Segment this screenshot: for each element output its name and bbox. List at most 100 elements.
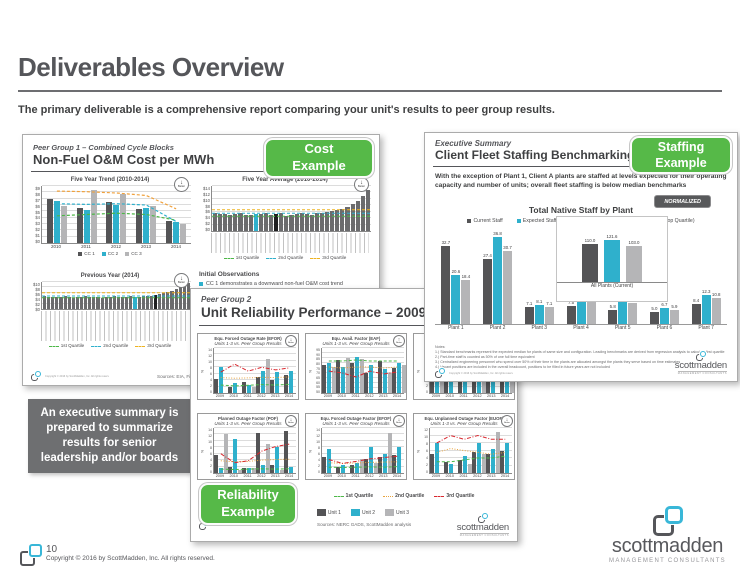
tick-label: 70 (316, 371, 320, 376)
x-tick-label: 2010 (50, 244, 61, 249)
bar (149, 295, 153, 309)
bar: 5.8 (608, 304, 618, 324)
brand-tagline: MANAGEMENT CONSULTANTS (609, 558, 726, 564)
tick-label: $4 (35, 215, 40, 221)
y-axis-label: % (308, 369, 313, 373)
x-tick-label: 2010 (445, 394, 454, 398)
bar (247, 384, 251, 393)
legend-label: 3rd Quartile (446, 493, 475, 499)
x-tick-label: 2012 (257, 394, 266, 398)
observation-item: CC 1 demonstrates a downward non-fuel O&… (199, 281, 371, 288)
chart-title: Five Year Trend (2010-2014) (70, 177, 150, 183)
bar (88, 297, 92, 309)
bar (383, 369, 387, 393)
page-number: 10 (46, 544, 58, 555)
bar (486, 454, 490, 473)
grid-line (42, 286, 191, 288)
bar (248, 215, 253, 231)
x-axis-spacer (199, 232, 211, 253)
legend-marker (316, 509, 326, 516)
better-arrow-icon: ↓ (397, 416, 401, 423)
bar (84, 296, 88, 309)
efof-chart: Equ. Forced Outage Factor (EFOF) Units 1-… (305, 413, 407, 480)
brand-tagline: MANAGEMENT CONSULTANTS (459, 532, 509, 537)
bar (136, 209, 143, 243)
bar (238, 213, 243, 231)
legend-item: 2nd Quartile (266, 255, 303, 260)
bar (76, 208, 83, 243)
bar-value-label: 32.7 (441, 240, 451, 246)
tick-label: 2 (426, 463, 428, 467)
bar (397, 447, 401, 473)
x-labels: 2010 2011 2012 2013 2014 (41, 244, 191, 249)
quartile-legend: 1st Quartile 2nd Quartile 3rd Quartile (299, 493, 509, 499)
plot-area (429, 427, 512, 474)
bar (180, 224, 187, 243)
x-tick-label: 2013 (379, 474, 388, 478)
tick-label: 8 (318, 446, 320, 450)
x-axis-spacer (308, 474, 321, 478)
tick-label: 8 (210, 446, 212, 450)
tick-label: $2 (35, 227, 40, 233)
better-indicator-icon: ↓ Better (174, 273, 189, 288)
bar (182, 285, 186, 309)
bar (96, 296, 100, 309)
x-axis: 2009 2010 2011 2012 2013 2014 (416, 474, 512, 478)
bar (53, 201, 60, 243)
bar (261, 370, 265, 393)
staffing-notes: Notes: 1.) Standard benchmarks represent… (435, 345, 731, 370)
x-axis-spacer (308, 394, 321, 398)
reliability-card-title: Unit Reliability Performance – 2009-2014 (199, 305, 509, 326)
note-line: 1.) Standard benchmarks represent the ex… (435, 349, 725, 354)
chart-title: Planned Outage Factor (POF) (218, 416, 278, 421)
bar (327, 363, 331, 393)
bar (430, 454, 434, 473)
bar (360, 458, 364, 473)
normalized-badge: NORMALIZED (654, 195, 711, 208)
chart-subtitle: Units 1-3 vs. Peer Group Results (214, 421, 282, 426)
badge-line: Example (292, 158, 346, 173)
grid-line (322, 352, 404, 354)
bar-group (350, 428, 364, 473)
bar: 10.8 (711, 292, 721, 324)
x-labels: 2009 2010 2011 2012 2013 2014 (321, 394, 404, 398)
scottmadden-logo: scottmadden MANAGEMENT CONSULTANTS (675, 350, 727, 375)
x-tick-label: 2014 (392, 474, 402, 478)
bar-value-label: 5.9 (671, 304, 678, 309)
bar-value-label: 7.5 (567, 300, 575, 306)
bar (325, 212, 330, 231)
mark-square-cyan (664, 506, 683, 524)
bar (113, 205, 120, 243)
chart-subtitle: Units 1-3 vs. Peer Group Results (322, 421, 390, 426)
better-indicator-icon: ↓ Better (174, 177, 189, 192)
x-tick-label: 2012 (473, 394, 482, 398)
bar (463, 375, 467, 393)
x-tick-label: 2009 (215, 474, 225, 478)
note-line: 3.) Centralized engineering personnel wh… (435, 359, 681, 364)
previous-year-chart: Previous Year (2014) ↓ Better $10 $8 $6 $4 $2 $0… (29, 273, 191, 348)
bar (289, 466, 293, 473)
bar (314, 213, 319, 231)
better-arrow-icon: ↓ (289, 336, 293, 343)
tick-label: $4 (35, 297, 40, 302)
bar (162, 293, 166, 309)
bar-group (42, 186, 72, 243)
bar (500, 450, 504, 473)
tick-label: $0 (205, 226, 210, 232)
bar (378, 456, 382, 473)
bar (59, 296, 63, 309)
tick-label: 6 (210, 372, 212, 376)
legend-marker (266, 257, 277, 259)
bar (143, 208, 150, 243)
bar (178, 287, 182, 309)
tick-label: 14 (316, 428, 320, 432)
staffing-card-footer: Copyright © 2016 by ScottMadden, Inc. Al… (435, 368, 729, 378)
tick-label: $6 (205, 209, 210, 215)
badge-line: Cost (304, 141, 334, 157)
bar (112, 296, 116, 309)
better-indicator-icon: ↑ Better (393, 335, 405, 347)
grid-line (322, 347, 404, 348)
bars: 110.0 121.6 103.0 (557, 234, 667, 282)
grid-line (214, 439, 296, 441)
